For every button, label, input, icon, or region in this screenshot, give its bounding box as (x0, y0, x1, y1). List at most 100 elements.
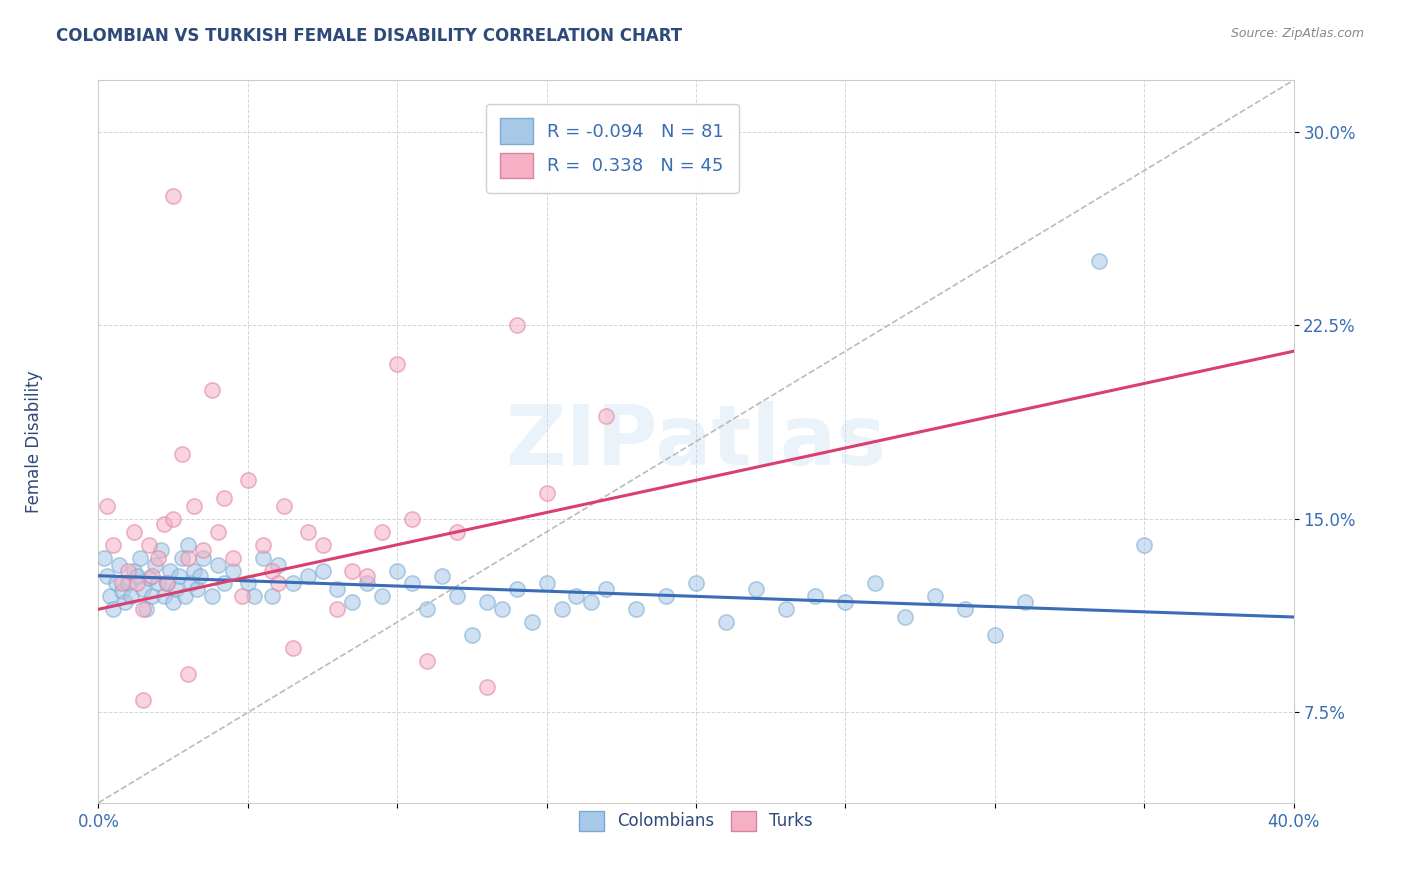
Point (595, 582, 617, 596)
Point (103, 602, 125, 616)
Point (273, 499, 295, 513)
Point (371, 590, 394, 604)
Point (401, 576, 423, 591)
Point (326, 602, 349, 616)
Point (167, 568, 190, 582)
Point (371, 524, 394, 539)
Point (894, 610, 917, 624)
Point (385, 564, 409, 578)
Point (236, 576, 259, 591)
Point (520, 615, 543, 630)
Point (581, 594, 603, 608)
Point (172, 550, 194, 565)
Point (127, 568, 149, 582)
Point (461, 628, 484, 642)
Point (188, 568, 211, 582)
Point (924, 590, 946, 604)
Point (536, 576, 558, 591)
Point (714, 615, 737, 630)
Point (174, 590, 197, 604)
Point (165, 582, 187, 596)
Point (207, 524, 229, 539)
Point (186, 582, 208, 596)
Point (108, 558, 131, 573)
Point (222, 564, 245, 578)
Point (120, 590, 142, 604)
Point (103, 538, 125, 552)
Point (953, 602, 976, 616)
Point (865, 576, 887, 591)
Point (475, 594, 498, 608)
Point (475, 680, 498, 694)
Point (685, 576, 707, 591)
Point (212, 576, 235, 591)
Point (260, 564, 283, 578)
Point (326, 582, 349, 596)
Point (153, 590, 176, 604)
Point (1088, 253, 1111, 268)
Point (506, 582, 529, 596)
Point (96, 568, 118, 582)
Point (231, 590, 253, 604)
Point (745, 582, 768, 596)
Point (148, 550, 170, 565)
Point (129, 550, 152, 565)
Point (536, 486, 558, 500)
Point (201, 590, 224, 604)
Point (162, 594, 184, 608)
Point (183, 499, 205, 513)
Point (143, 558, 166, 573)
Point (172, 447, 194, 461)
Point (162, 189, 184, 203)
Point (491, 602, 513, 616)
Point (159, 564, 181, 578)
Text: ZIPatlas: ZIPatlas (506, 401, 886, 482)
Point (655, 590, 678, 604)
Point (124, 564, 146, 578)
Point (117, 564, 139, 578)
Point (550, 602, 572, 616)
Point (430, 568, 453, 582)
Point (177, 538, 200, 552)
Point (506, 318, 529, 333)
Point (132, 602, 155, 616)
Point (180, 576, 202, 591)
Point (281, 576, 304, 591)
Point (135, 602, 157, 616)
Point (191, 550, 214, 565)
Point (626, 602, 648, 616)
Text: Source: ZipAtlas.com: Source: ZipAtlas.com (1230, 27, 1364, 40)
Point (141, 568, 163, 582)
Point (132, 582, 155, 596)
Point (177, 666, 200, 681)
Point (1133, 538, 1156, 552)
Point (124, 524, 146, 539)
Point (342, 564, 364, 578)
Point (385, 357, 409, 371)
Point (105, 576, 128, 591)
Point (183, 564, 205, 578)
Point (416, 654, 439, 668)
Point (93, 550, 115, 565)
Point (984, 628, 1007, 642)
Point (565, 590, 588, 604)
Point (356, 576, 378, 591)
Point (311, 538, 333, 552)
Point (804, 590, 827, 604)
Point (297, 524, 319, 539)
Text: COLOMBIAN VS TURKISH FEMALE DISABILITY CORRELATION CHART: COLOMBIAN VS TURKISH FEMALE DISABILITY C… (56, 27, 682, 45)
Point (267, 558, 290, 573)
Point (141, 590, 163, 604)
Point (243, 590, 266, 604)
Point (150, 542, 173, 557)
Point (446, 590, 468, 604)
Point (114, 594, 136, 608)
Point (156, 576, 179, 591)
Point (260, 590, 283, 604)
Point (342, 594, 364, 608)
Point (311, 564, 333, 578)
Point (212, 491, 235, 506)
Point (267, 576, 290, 591)
Point (446, 524, 468, 539)
Point (111, 584, 134, 599)
